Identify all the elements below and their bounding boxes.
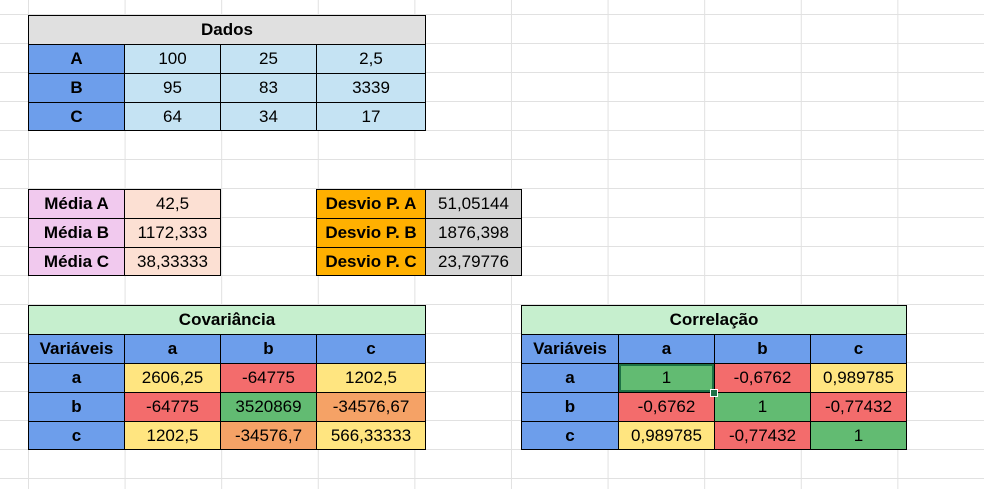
- dados-cell[interactable]: 2,5: [316, 44, 426, 74]
- desvio-value[interactable]: 23,79776: [425, 247, 522, 276]
- correlacao-row-label: b: [521, 392, 619, 422]
- covariancia-col-header: a: [124, 334, 221, 364]
- fill-handle[interactable]: [710, 389, 718, 397]
- desvio-value[interactable]: 1876,398: [425, 218, 522, 248]
- covariancia-corner: Variáveis: [28, 334, 125, 364]
- correlacao-col-header: c: [810, 334, 907, 364]
- correlacao-corner: Variáveis: [521, 334, 619, 364]
- dados-cell[interactable]: 64: [124, 102, 221, 131]
- desvio-label: Desvio P. A: [316, 189, 426, 219]
- correlacao-title: Correlação: [521, 305, 907, 335]
- covariancia-cell[interactable]: 1202,5: [124, 421, 221, 450]
- correlacao-cell[interactable]: 1: [714, 392, 811, 422]
- correlacao-row-label: c: [521, 421, 619, 450]
- correlacao-cell[interactable]: -0,77432: [714, 421, 811, 450]
- media-label: Média B: [28, 218, 125, 248]
- covariancia-cell[interactable]: 2606,25: [124, 363, 221, 393]
- correlacao-cell[interactable]: -0,6762: [714, 363, 811, 393]
- correlacao-col-header: b: [714, 334, 811, 364]
- desvio-label: Desvio P. C: [316, 247, 426, 276]
- covariancia-cell[interactable]: 3520869: [220, 392, 317, 422]
- dados-cell[interactable]: 17: [316, 102, 426, 131]
- media-label: Média C: [28, 247, 125, 276]
- dados-cell[interactable]: 95: [124, 73, 221, 103]
- covariancia-row-label: b: [28, 392, 125, 422]
- covariancia-cell[interactable]: -34576,7: [220, 421, 317, 450]
- correlacao-cell[interactable]: 0,989785: [618, 421, 715, 450]
- covariancia-col-header: c: [316, 334, 426, 364]
- correlacao-cell[interactable]: -0,77432: [810, 392, 907, 422]
- dados-cell[interactable]: 3339: [316, 73, 426, 103]
- correlacao-cell[interactable]: 0,989785: [810, 363, 907, 393]
- media-value[interactable]: 1172,333: [124, 218, 221, 248]
- covariancia-row-label: a: [28, 363, 125, 393]
- media-value[interactable]: 38,33333: [124, 247, 221, 276]
- dados-cell[interactable]: 25: [220, 44, 317, 74]
- covariancia-cell[interactable]: -64775: [220, 363, 317, 393]
- dados-row-label: C: [28, 102, 125, 131]
- covariancia-row-label: c: [28, 421, 125, 450]
- desvio-label: Desvio P. B: [316, 218, 426, 248]
- covariancia-title: Covariância: [28, 305, 426, 335]
- covariancia-cell[interactable]: -34576,67: [316, 392, 426, 422]
- covariancia-cell[interactable]: 566,33333: [316, 421, 426, 450]
- desvio-value[interactable]: 51,05144: [425, 189, 522, 219]
- covariancia-cell[interactable]: 1202,5: [316, 363, 426, 393]
- correlacao-cell[interactable]: 1: [810, 421, 907, 450]
- correlacao-cell[interactable]: -0,6762: [618, 392, 715, 422]
- media-value[interactable]: 42,5: [124, 189, 221, 219]
- dados-row-label: B: [28, 73, 125, 103]
- correlacao-row-label: a: [521, 363, 619, 393]
- media-label: Média A: [28, 189, 125, 219]
- correlacao-cell-selected[interactable]: 1: [618, 363, 715, 393]
- dados-cell[interactable]: 100: [124, 44, 221, 74]
- covariancia-col-header: b: [220, 334, 317, 364]
- dados-cell[interactable]: 83: [220, 73, 317, 103]
- covariancia-cell[interactable]: -64775: [124, 392, 221, 422]
- dados-title: Dados: [28, 15, 426, 45]
- dados-cell[interactable]: 34: [220, 102, 317, 131]
- correlacao-col-header: a: [618, 334, 715, 364]
- dados-row-label: A: [28, 44, 125, 74]
